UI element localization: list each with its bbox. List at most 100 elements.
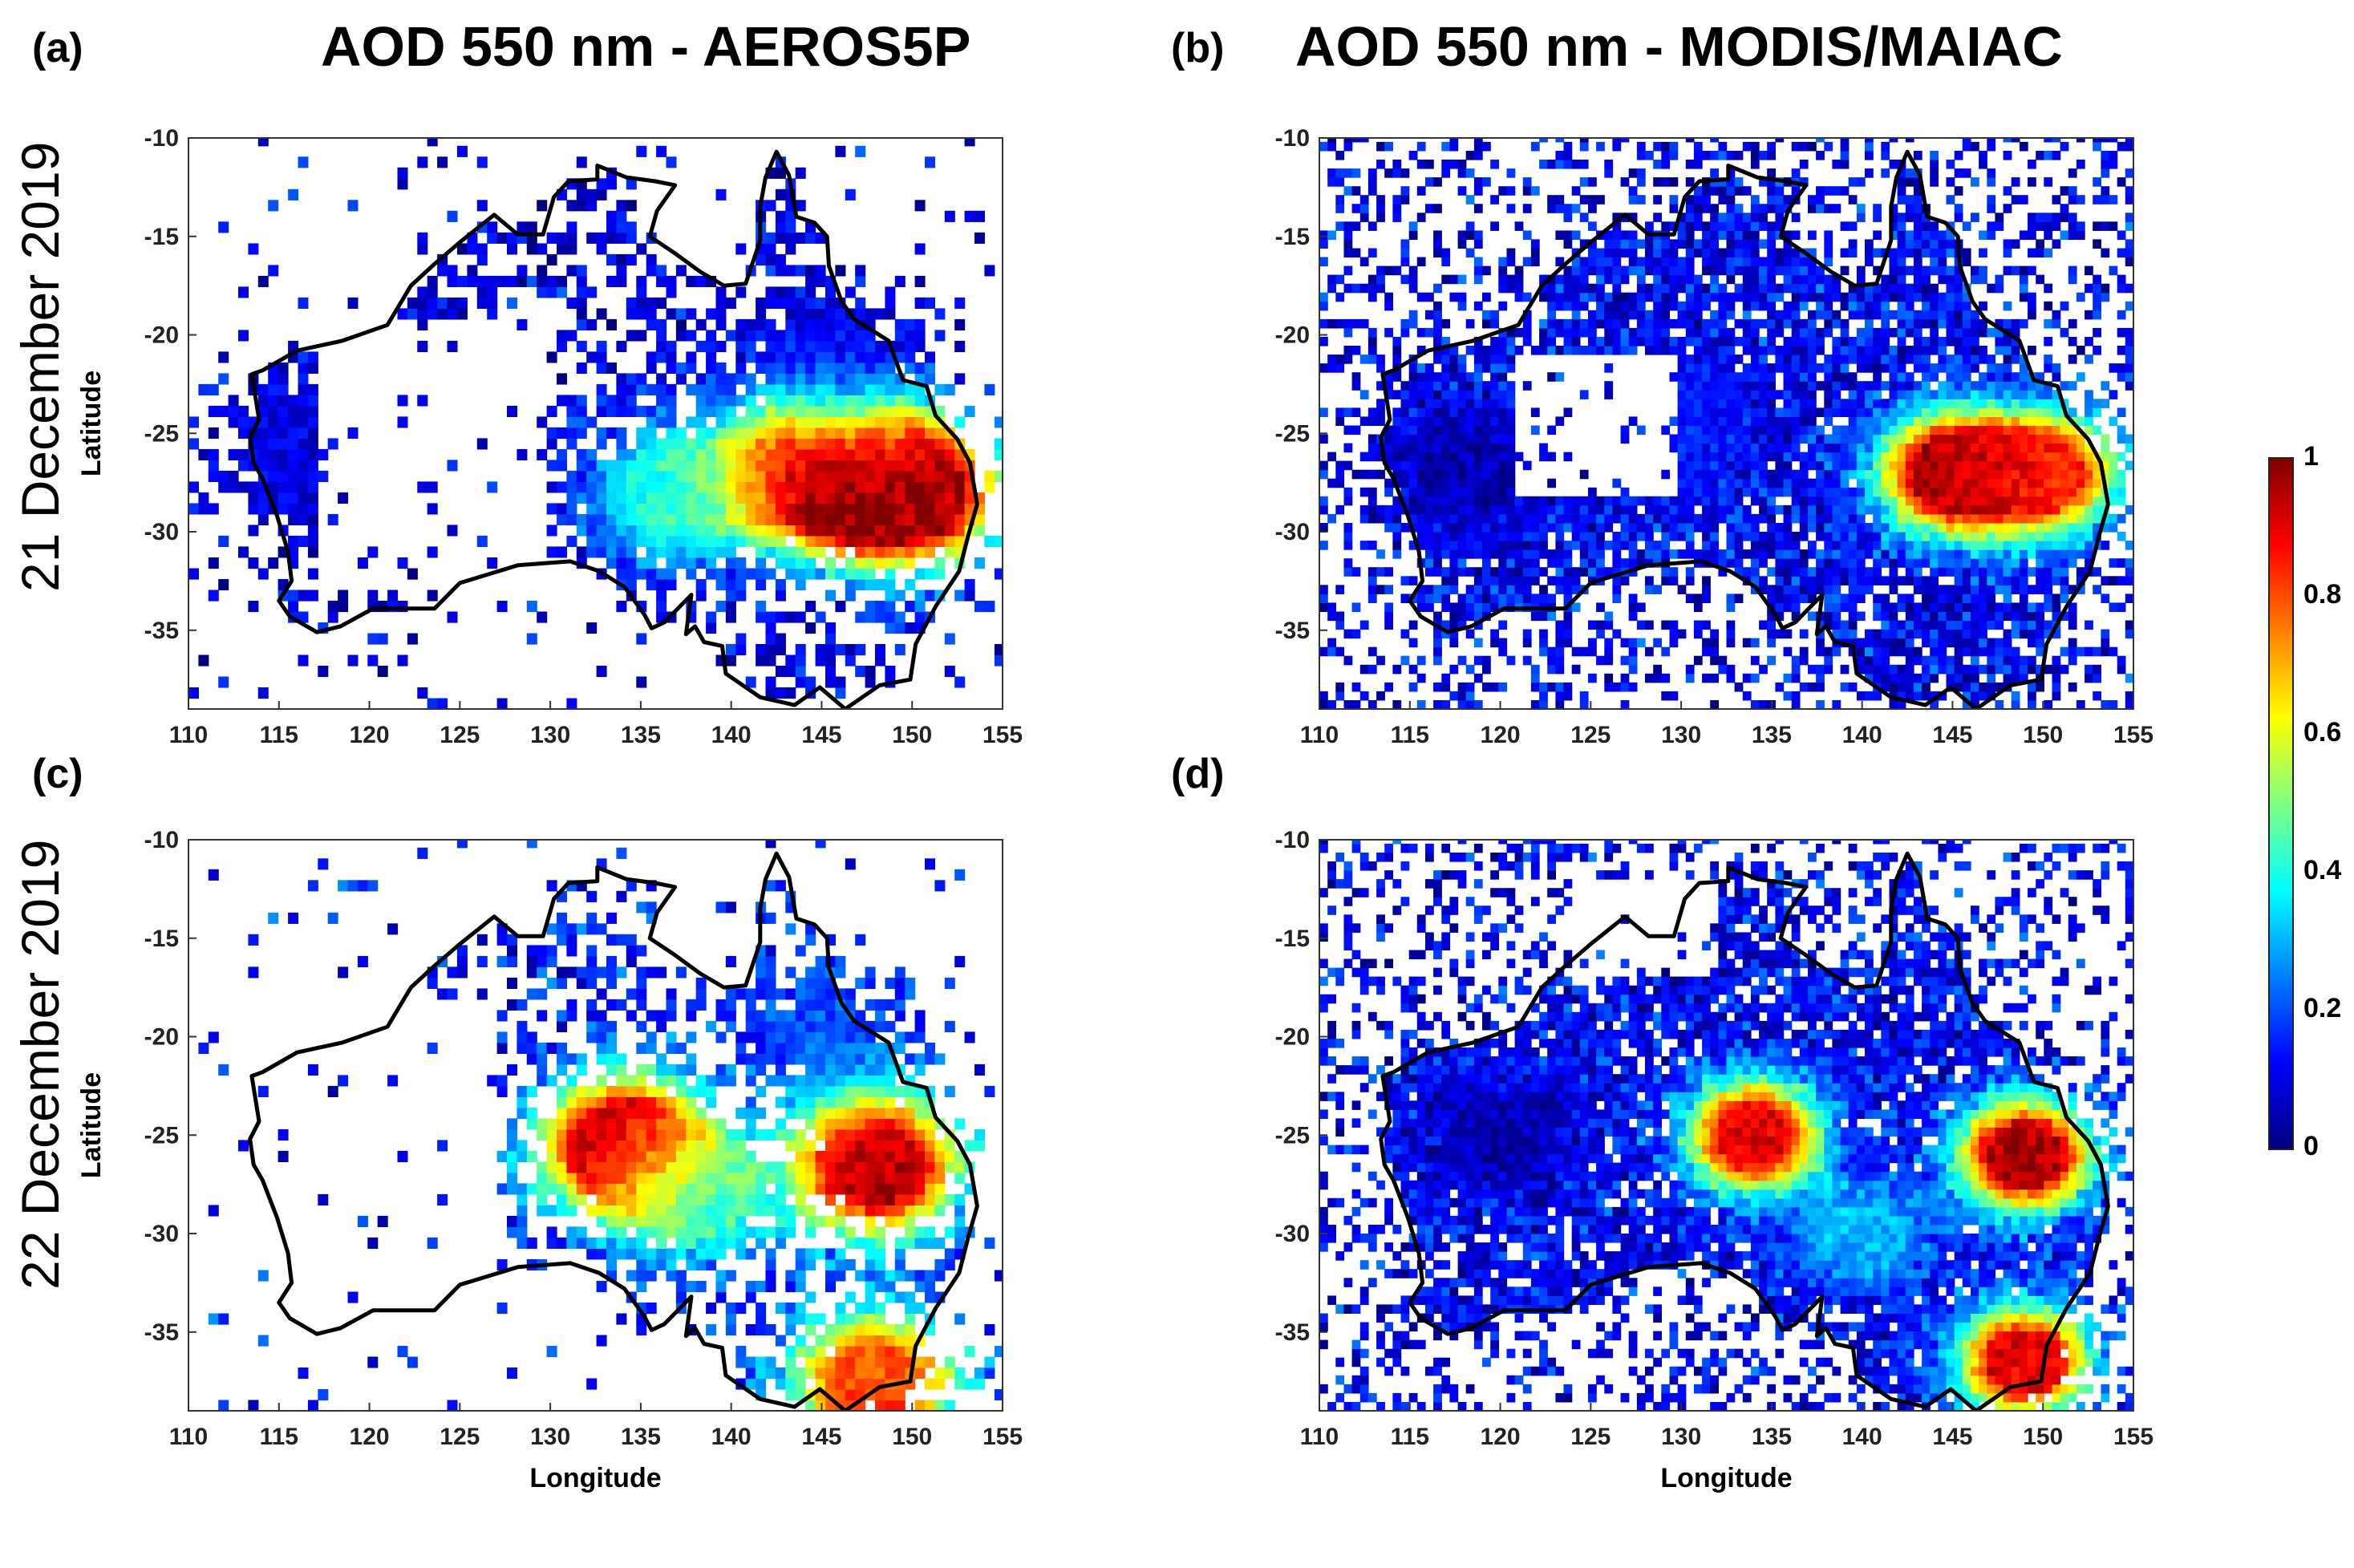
- aod-cell: [1751, 470, 1760, 480]
- aod-cell: [1963, 346, 1971, 355]
- aod-cell: [1621, 638, 1630, 648]
- aod-cell: [1955, 594, 1963, 603]
- aod-cell: [686, 481, 696, 492]
- aod-cell: [1572, 505, 1581, 515]
- aod-cell: [1694, 621, 1703, 630]
- aod-cell: [796, 481, 806, 492]
- aod-cell: [785, 612, 796, 623]
- aod-cell: [626, 546, 637, 557]
- aod-cell: [1490, 346, 1499, 355]
- aod-cell: [1743, 284, 1752, 294]
- aod-cell: [1507, 355, 1516, 364]
- aod-cell: [696, 416, 707, 427]
- aod-cell: [726, 612, 736, 623]
- aod-cell: [1808, 541, 1817, 550]
- aod-cell: [2028, 479, 2036, 488]
- aod-cell: [1409, 221, 1418, 231]
- aod-cell: [945, 460, 955, 471]
- aod-cell: [756, 406, 766, 417]
- aod-cell: [1670, 638, 1679, 648]
- aod-cell: [1702, 355, 1711, 364]
- aod-cell: [1376, 399, 1385, 408]
- aod-cell: [1751, 435, 1760, 444]
- aod-cell: [1963, 390, 1971, 399]
- aod-cell: [1368, 186, 1377, 196]
- aod-cell: [1995, 363, 2004, 373]
- aod-cell: [1596, 266, 1605, 276]
- aod-cell: [1800, 372, 1809, 382]
- aod-cell: [1938, 230, 1947, 240]
- aod-cell: [1653, 337, 1662, 346]
- aod-cell: [845, 286, 856, 298]
- aod-cell: [1808, 488, 1817, 497]
- aod-cell: [1710, 328, 1719, 338]
- aod-cell: [1849, 381, 1858, 391]
- aod-cell: [218, 373, 229, 384]
- aod-cell: [1523, 594, 1532, 603]
- aod-cell: [1727, 621, 1736, 630]
- aod-cell: [885, 384, 895, 395]
- aod-cell: [1458, 363, 1467, 373]
- aod-cell: [278, 481, 289, 492]
- aod-cell: [1767, 532, 1776, 541]
- aod-cell: [417, 233, 427, 244]
- aod-cell: [776, 189, 786, 201]
- aod-cell: [1409, 461, 1418, 471]
- aod-cell: [895, 330, 906, 341]
- aod-cell: [816, 471, 826, 482]
- aod-cell: [1490, 399, 1499, 408]
- aod-cell: [1596, 249, 1605, 258]
- aod-cell: [1564, 302, 1573, 311]
- aod-cell: [1857, 558, 1866, 568]
- aod-cell: [1824, 656, 1833, 666]
- aod-cell: [875, 406, 885, 417]
- aod-cell: [895, 341, 906, 352]
- aod-cell: [597, 438, 607, 449]
- aod-cell: [1727, 638, 1736, 648]
- aod-cell: [1482, 363, 1491, 373]
- aod-cell: [1474, 567, 1483, 577]
- aod-cell: [776, 514, 786, 525]
- aod-cell: [1425, 416, 1434, 426]
- aod-cell: [1702, 426, 1711, 436]
- aod-cell: [1930, 647, 1939, 657]
- aod-cell: [1743, 435, 1752, 444]
- aod-cell: [467, 276, 477, 287]
- aod-cell: [1808, 612, 1817, 622]
- aod-cell: [1873, 691, 1882, 701]
- aod-cell: [597, 546, 607, 557]
- aod-cell: [1384, 602, 1393, 612]
- aod-cell: [308, 546, 318, 557]
- aod-cell: [885, 406, 895, 417]
- aod-cell: [1694, 514, 1703, 524]
- aod-cell: [1710, 390, 1719, 399]
- aod-cell: [626, 406, 637, 417]
- aod-cell: [1955, 532, 1963, 541]
- aod-cell: [1930, 452, 1939, 462]
- aod-cell: [566, 200, 577, 211]
- aod-cell: [1955, 452, 1963, 462]
- aod-cell: [1767, 452, 1776, 462]
- aod-cell: [1995, 221, 2004, 231]
- aod-cell: [1857, 363, 1866, 373]
- aod-cell: [1955, 355, 1963, 364]
- aod-cell: [1947, 444, 1955, 453]
- aod-cell: [467, 243, 477, 254]
- aod-cell: [1841, 541, 1850, 550]
- aod-cell: [1335, 168, 1344, 178]
- aod-cell: [1751, 656, 1760, 666]
- aod-cell: [1824, 444, 1833, 453]
- aod-cell: [1881, 461, 1890, 471]
- aod-cell: [1987, 541, 1995, 550]
- aod-cell: [805, 373, 816, 384]
- aod-cell: [1531, 407, 1540, 417]
- aod-cell: [1572, 514, 1581, 524]
- aod-cell: [1767, 275, 1776, 285]
- aod-cell: [1816, 328, 1825, 338]
- aod-cell: [2004, 302, 2012, 311]
- aod-cell: [1564, 266, 1573, 276]
- aod-cell: [1898, 444, 1906, 453]
- aod-cell: [1808, 479, 1817, 488]
- aod-cell: [1433, 444, 1442, 453]
- aod-cell: [1498, 549, 1507, 559]
